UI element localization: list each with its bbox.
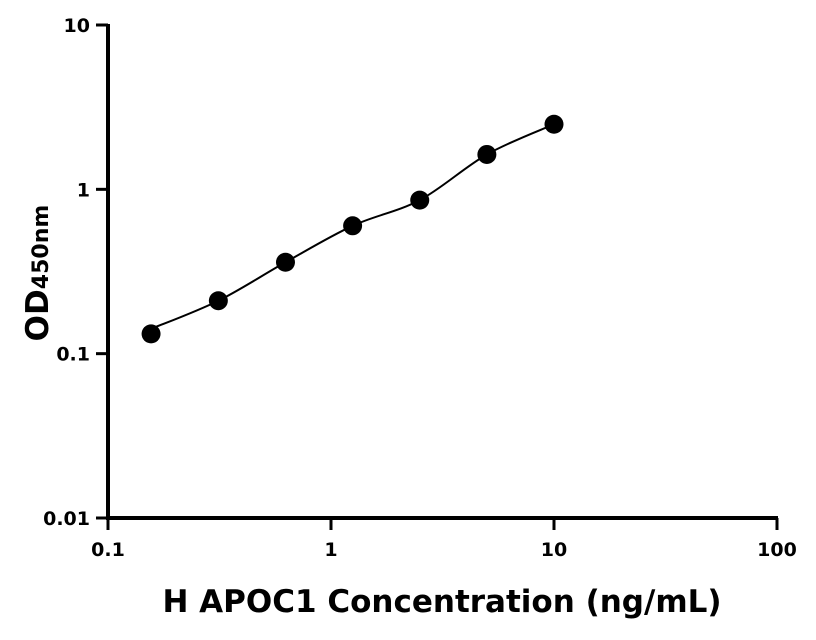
- data-point: [410, 190, 430, 210]
- data-point: [208, 291, 228, 311]
- y-axis-label-main: OD: [20, 289, 56, 342]
- y-axis-label: OD450nm: [20, 173, 56, 373]
- y-tick-label: 1: [77, 179, 90, 201]
- y-axis-label-sub: 450nm: [29, 204, 54, 290]
- x-axis-label: H APOC1 Concentration (ng/mL): [162, 584, 722, 620]
- data-point: [141, 324, 161, 344]
- y-tick-label: 0.01: [43, 508, 90, 530]
- x-tick-label: 1: [324, 539, 337, 561]
- x-tick-label: 10: [541, 539, 567, 561]
- data-point: [477, 144, 497, 164]
- data-point: [275, 252, 295, 272]
- x-tick-label: 100: [757, 539, 797, 561]
- data-point: [343, 216, 363, 236]
- y-tick-label: 10: [64, 15, 90, 37]
- data-point: [544, 114, 564, 134]
- x-tick-label: 0.1: [91, 539, 125, 561]
- y-tick-label: 0.1: [56, 344, 90, 366]
